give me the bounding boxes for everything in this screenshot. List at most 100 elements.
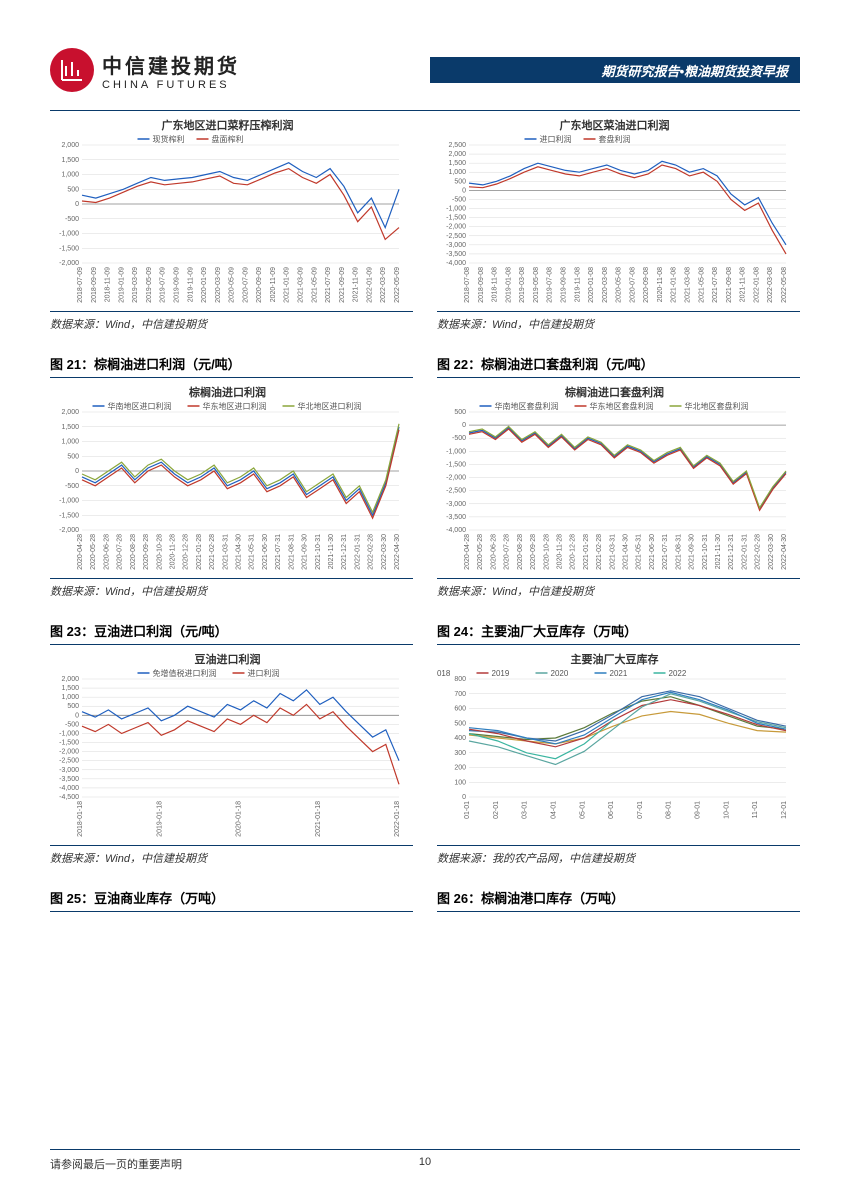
svg-text:-3,000: -3,000 [59, 767, 79, 774]
report-title-bar: 期货研究报告•粮油期货投资早报 [430, 57, 800, 83]
page: 中信建投期货 CHINA FUTURES 期货研究报告•粮油期货投资早报 广东地… [0, 0, 850, 1202]
svg-text:华南地区套盘利润: 华南地区套盘利润 [495, 401, 559, 411]
svg-text:2018-07-08: 2018-07-08 [464, 267, 471, 303]
source-label: 数据来源：Wind，中信建投期货 [437, 311, 800, 332]
svg-text:2022-01-08: 2022-01-08 [753, 267, 760, 303]
svg-text:2019-03-09: 2019-03-09 [132, 267, 139, 303]
svg-text:2020-07-09: 2020-07-09 [242, 267, 249, 303]
svg-text:-2,000: -2,000 [446, 224, 466, 231]
svg-text:盘面榨利: 盘面榨利 [212, 134, 244, 144]
svg-text:-3,500: -3,500 [446, 514, 466, 521]
svg-text:2020-12-28: 2020-12-28 [183, 534, 190, 570]
svg-text:200: 200 [454, 765, 466, 772]
page-number: 10 [419, 1156, 431, 1168]
svg-text:华东地区套盘利润: 华东地区套盘利润 [590, 401, 654, 411]
svg-text:2,000: 2,000 [61, 676, 79, 683]
svg-text:800: 800 [454, 676, 466, 683]
logo-icon [50, 48, 94, 92]
svg-text:2020-10-28: 2020-10-28 [156, 534, 163, 570]
svg-text:500: 500 [454, 409, 466, 416]
svg-text:2019-01-09: 2019-01-09 [118, 267, 125, 303]
chart-palm-import-profit: 棕榈油进口利润华南地区进口利润华东地区进口利润华北地区进口利润-2,000-1,… [50, 384, 413, 574]
svg-text:-1,000: -1,000 [446, 448, 466, 455]
svg-text:2021-09-08: 2021-09-08 [726, 267, 733, 303]
svg-text:07-01: 07-01 [637, 801, 644, 819]
svg-text:2020-01-08: 2020-01-08 [588, 267, 595, 303]
svg-text:500: 500 [454, 178, 466, 185]
svg-text:2020-06-28: 2020-06-28 [103, 534, 110, 570]
company-name-cn: 中信建投期货 [102, 50, 240, 79]
svg-text:09-01: 09-01 [695, 801, 702, 819]
svg-text:2021-08-31: 2021-08-31 [288, 534, 295, 570]
svg-text:2018-09-09: 2018-09-09 [91, 267, 98, 303]
chart-cell-fig24: 图 24：主要油厂大豆库存（万吨） 主要油厂大豆库存20162017201820… [437, 607, 800, 866]
chart-cell-guangdong-rapeoil-import: 广东地区菜油进口利润进口利润套盘利润-4,000-3,500-3,000-2,5… [437, 117, 800, 332]
svg-text:华北地区进口利润: 华北地区进口利润 [298, 401, 362, 411]
svg-text:2022-02-28: 2022-02-28 [368, 534, 375, 570]
svg-text:2021-08-31: 2021-08-31 [675, 534, 682, 570]
svg-text:2020-09-28: 2020-09-28 [530, 534, 537, 570]
svg-text:2021-03-31: 2021-03-31 [609, 534, 616, 570]
svg-text:-2,500: -2,500 [446, 488, 466, 495]
svg-text:2021-07-31: 2021-07-31 [662, 534, 669, 570]
source-label: 数据来源：Wind，中信建投期货 [50, 578, 413, 599]
svg-text:-1,500: -1,500 [59, 740, 79, 747]
svg-text:2021-10-31: 2021-10-31 [702, 534, 709, 570]
svg-text:2021-07-31: 2021-07-31 [275, 534, 282, 570]
fig-title-25: 图 25：豆油商业库存（万吨） [50, 888, 413, 912]
svg-text:01-01: 01-01 [464, 801, 471, 819]
svg-text:2021-01-09: 2021-01-09 [284, 267, 291, 303]
svg-text:-4,000: -4,000 [446, 260, 466, 267]
company-name-en: CHINA FUTURES [102, 79, 240, 91]
svg-text:华北地区套盘利润: 华北地区套盘利润 [685, 401, 749, 411]
svg-text:-2,500: -2,500 [59, 758, 79, 765]
svg-text:500: 500 [67, 186, 79, 193]
chart-guangdong-rapeoil-import: 广东地区菜油进口利润进口利润套盘利润-4,000-3,500-3,000-2,5… [437, 117, 800, 307]
fig-title-22: 图 22：棕榈油进口套盘利润（元/吨） [437, 354, 800, 378]
svg-text:1,500: 1,500 [448, 160, 466, 167]
svg-text:1,000: 1,000 [61, 172, 79, 179]
svg-text:700: 700 [454, 691, 466, 698]
svg-text:2021-07-09: 2021-07-09 [325, 267, 332, 303]
company-logo-block: 中信建投期货 CHINA FUTURES [50, 48, 240, 92]
svg-text:2020-03-08: 2020-03-08 [602, 267, 609, 303]
svg-text:-2,000: -2,000 [59, 260, 79, 267]
svg-text:2020-08-28: 2020-08-28 [517, 534, 524, 570]
svg-text:2021-11-30: 2021-11-30 [328, 534, 335, 569]
svg-text:-2,000: -2,000 [59, 749, 79, 756]
svg-text:-4,500: -4,500 [59, 794, 79, 801]
fig-title-24: 图 24：主要油厂大豆库存（万吨） [437, 621, 800, 645]
svg-text:2020-08-28: 2020-08-28 [130, 534, 137, 570]
svg-text:2020-09-08: 2020-09-08 [643, 267, 650, 303]
svg-text:2019: 2019 [492, 669, 510, 678]
svg-text:2021-05-08: 2021-05-08 [698, 267, 705, 303]
svg-text:2019-03-08: 2019-03-08 [519, 267, 526, 303]
svg-text:2021-11-30: 2021-11-30 [715, 534, 722, 569]
fig-title-21: 图 21：棕榈油进口利润（元/吨） [50, 354, 413, 378]
svg-text:2019-05-08: 2019-05-08 [533, 267, 540, 303]
svg-text:广东地区进口菜籽压榨利润: 广东地区进口菜籽压榨利润 [162, 118, 294, 132]
svg-text:2020-05-08: 2020-05-08 [616, 267, 623, 303]
svg-text:1,000: 1,000 [61, 439, 79, 446]
svg-text:-1,000: -1,000 [59, 730, 79, 737]
svg-text:2020-04-28: 2020-04-28 [464, 534, 471, 570]
svg-text:10-01: 10-01 [723, 801, 730, 819]
svg-text:豆油进口利润: 豆油进口利润 [195, 652, 261, 666]
svg-text:2022-04-30: 2022-04-30 [781, 534, 788, 570]
fig-title-26: 图 26：棕榈油港口库存（万吨） [437, 888, 800, 912]
svg-text:0: 0 [75, 468, 79, 475]
svg-text:0: 0 [462, 187, 466, 194]
svg-text:2020-01-09: 2020-01-09 [201, 267, 208, 303]
svg-text:2020-11-28: 2020-11-28 [556, 534, 563, 569]
svg-text:-3,000: -3,000 [446, 242, 466, 249]
svg-text:2019-09-09: 2019-09-09 [173, 267, 180, 303]
svg-text:2020-04-28: 2020-04-28 [77, 534, 84, 570]
svg-text:-500: -500 [452, 435, 466, 442]
svg-text:2020-09-09: 2020-09-09 [256, 267, 263, 303]
svg-text:2020-07-28: 2020-07-28 [504, 534, 511, 570]
svg-text:华东地区进口利润: 华东地区进口利润 [203, 401, 267, 411]
svg-text:2022: 2022 [669, 669, 687, 678]
svg-text:2022-01-18: 2022-01-18 [394, 801, 401, 837]
report-header: 中信建投期货 CHINA FUTURES 期货研究报告•粮油期货投资早报 [50, 40, 800, 100]
svg-text:0: 0 [75, 712, 79, 719]
